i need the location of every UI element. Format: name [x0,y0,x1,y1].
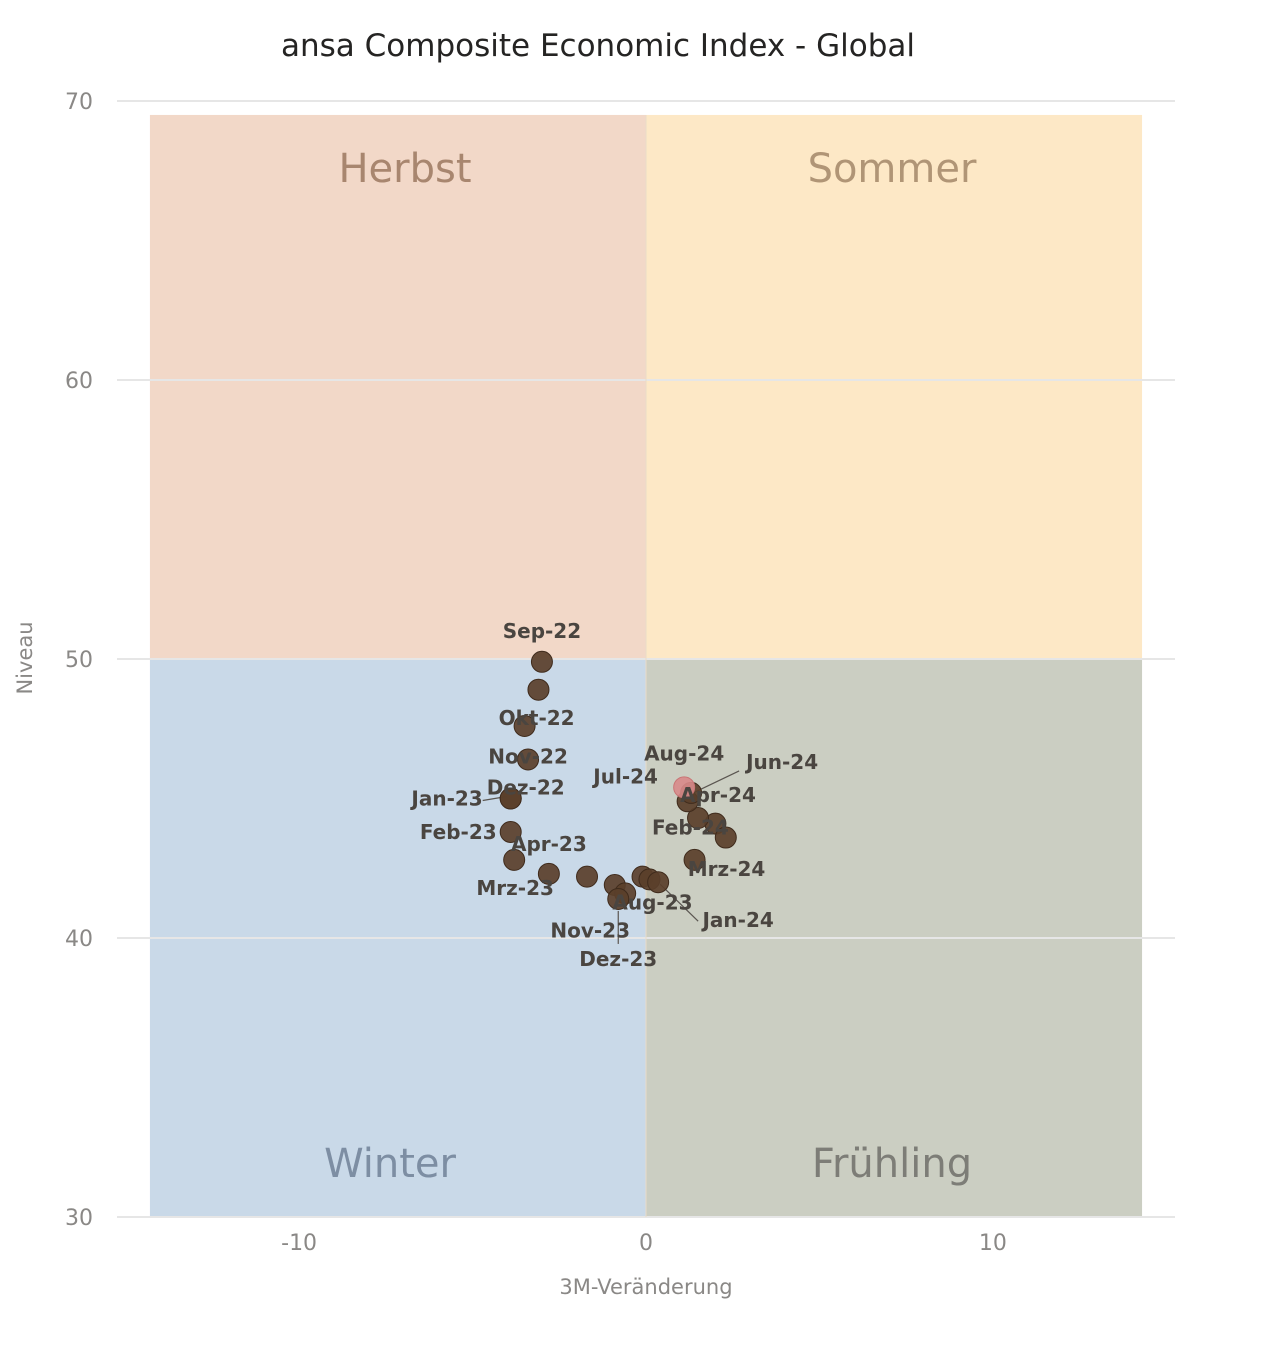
data-label: Jul-24 [591,764,658,788]
data-label: Apr-24 [680,783,756,807]
data-label: Dez-23 [579,947,657,971]
data-point [537,862,560,885]
data-points [499,650,737,910]
grid-layer [117,100,1175,1218]
data-point [683,848,706,871]
data-label: Feb-24 [652,816,729,840]
data-label: Jan-23 [409,787,482,811]
y-tick-label: 70 [65,90,93,115]
chart-title: ansa Composite Economic Index - Global [281,28,915,64]
data-label: Nov-23 [550,918,630,942]
data-point [647,871,670,894]
y-tick-label: 50 [65,648,93,673]
data-label: Okt-22 [499,706,575,730]
quadrant-sommer [646,114,1143,659]
quadrant-label: Sommer [808,146,977,192]
data-point [517,748,540,771]
quadrant-herbst [149,114,646,659]
data-label: Jan-24 [700,908,773,932]
data-label: Aug-24 [644,741,724,765]
data-label: Feb-23 [420,820,497,844]
y-tick-label: 30 [65,1206,93,1231]
highlighted-data-point [673,776,696,799]
data-label: Nov-22 [488,744,568,768]
x-axis: -10 0 10 [281,1231,1007,1256]
quadrant-label: Herbst [338,146,471,192]
data-label: Aug-23 [612,890,692,914]
data-point [513,714,536,737]
data-label: Mrz-24 [688,857,766,881]
y-tick-label: 60 [65,369,93,394]
y-axis-title: Niveau [13,621,37,694]
quadrant-label: Winter [324,1141,456,1187]
x-tick-label: 10 [979,1231,1007,1256]
data-point [576,865,599,888]
data-point [714,826,737,849]
y-tick-label: 40 [65,927,93,952]
data-point [607,887,630,910]
x-tick-label: -10 [281,1231,317,1256]
data-label: Dez-22 [487,776,565,800]
data-label: Jun-24 [744,750,818,774]
x-tick-label: 0 [639,1231,653,1256]
data-label: Apr-23 [511,832,587,856]
leader-line [659,883,699,922]
x-axis-title: 3M-Veränderung [559,1275,732,1299]
quadrant-label: Frühling [812,1141,972,1187]
data-point [530,650,553,673]
y-axis: 30 40 50 60 70 [65,90,93,1231]
data-point [499,820,522,843]
data-label: Mrz-23 [476,876,554,900]
data-label: Sep-22 [503,619,581,643]
data-point [499,787,522,810]
data-point [687,807,710,830]
data-point [527,678,550,701]
data-point [503,848,526,871]
